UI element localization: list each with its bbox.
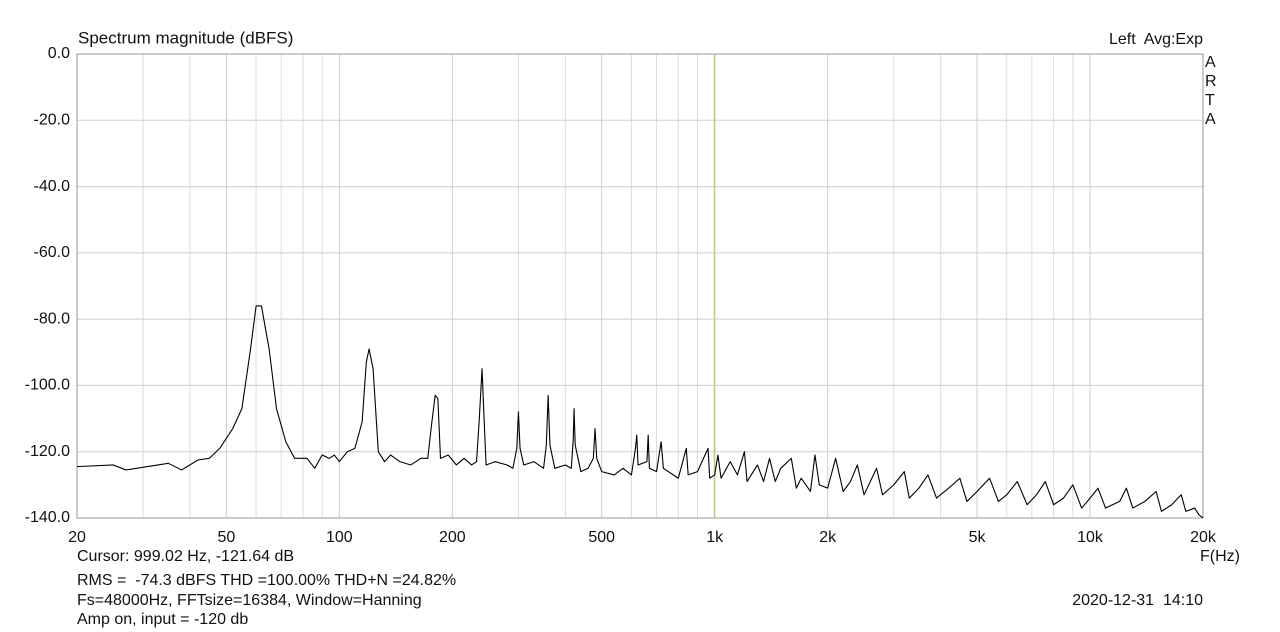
chart-title: Spectrum magnitude (dBFS) xyxy=(78,28,293,47)
y-tick-label: -100.0 xyxy=(25,377,70,394)
x-tick-label: 20k xyxy=(1190,529,1217,546)
y-tick-label: -20.0 xyxy=(34,112,71,129)
header-right: Left Avg:Exp xyxy=(1109,31,1203,48)
x-tick-label: 500 xyxy=(588,529,615,546)
side-label: T xyxy=(1205,92,1215,109)
spectrum-line xyxy=(76,305,1204,519)
x-tick-label: 1k xyxy=(706,529,724,546)
x-tick-label: 100 xyxy=(326,529,353,546)
y-tick-label: -60.0 xyxy=(34,244,71,261)
y-tick-label: 0.0 xyxy=(48,45,70,62)
side-label: R xyxy=(1205,73,1217,90)
side-label: A xyxy=(1205,111,1216,128)
x-tick-label: 50 xyxy=(217,529,235,546)
x-axis-label: F(Hz) xyxy=(1200,548,1240,565)
cursor-text: Cursor: 999.02 Hz, -121.64 dB xyxy=(77,548,294,565)
x-tick-label: 5k xyxy=(969,529,987,546)
y-tick-label: -140.0 xyxy=(25,509,70,526)
plot-frame xyxy=(76,53,1204,519)
y-tick-label: -120.0 xyxy=(25,443,70,460)
stats-text: RMS = -74.3 dBFS THD =100.00% THD+N =24.… xyxy=(77,572,456,589)
y-tick-label: -80.0 xyxy=(34,310,71,327)
note-text: Amp on, input = -120 db xyxy=(77,611,248,628)
x-tick-label: 20 xyxy=(68,529,86,546)
timestamp: 2020-12-31 14:10 xyxy=(1072,592,1203,609)
y-tick-label: -40.0 xyxy=(34,178,71,195)
x-tick-label: 200 xyxy=(439,529,466,546)
x-tick-label: 2k xyxy=(819,529,837,546)
x-tick-label: 10k xyxy=(1077,529,1104,546)
settings-text: Fs=48000Hz, FFTsize=16384, Window=Hannin… xyxy=(77,592,422,609)
side-label: A xyxy=(1205,54,1216,71)
